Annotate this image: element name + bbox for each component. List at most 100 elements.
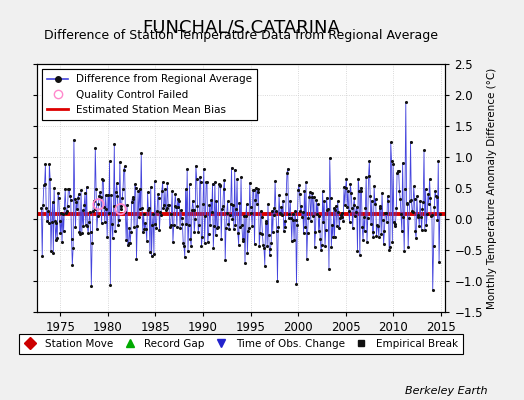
Point <box>272 228 281 234</box>
Point <box>276 210 284 216</box>
Point <box>243 201 251 208</box>
Point <box>80 202 89 208</box>
Point <box>215 181 223 188</box>
Point <box>227 164 236 171</box>
Point <box>275 192 283 198</box>
Point <box>102 192 110 199</box>
Point <box>50 185 58 192</box>
Point <box>229 202 237 208</box>
Point <box>294 187 302 193</box>
Point <box>136 185 144 192</box>
Point <box>134 188 142 194</box>
Point <box>88 240 96 246</box>
Point <box>291 208 299 214</box>
Point <box>293 222 301 228</box>
Point <box>37 204 46 211</box>
Point <box>54 195 63 202</box>
Point <box>209 244 217 251</box>
Point <box>274 278 282 284</box>
Point <box>305 194 313 200</box>
Point <box>213 225 222 231</box>
Point <box>95 192 103 199</box>
Point <box>156 209 165 216</box>
Point <box>224 220 233 227</box>
Point <box>296 208 304 214</box>
Point <box>368 229 377 235</box>
Point <box>244 227 253 234</box>
Point <box>108 235 117 241</box>
Point <box>286 197 294 204</box>
Point <box>91 145 100 152</box>
Point <box>184 248 192 254</box>
Point <box>285 211 293 218</box>
Point <box>165 202 173 208</box>
Point <box>248 223 256 229</box>
Point <box>194 229 202 236</box>
Point <box>312 196 321 203</box>
Point <box>121 209 129 215</box>
Point <box>242 213 250 219</box>
Point <box>392 205 400 212</box>
Point <box>288 211 297 218</box>
Point <box>270 212 278 218</box>
Point <box>231 166 239 173</box>
Point <box>374 223 383 229</box>
Point <box>398 228 406 234</box>
Point <box>309 212 318 219</box>
Point <box>121 163 129 170</box>
Point <box>338 210 346 216</box>
Point <box>243 250 252 256</box>
Point <box>238 222 246 228</box>
Point <box>370 183 378 190</box>
Point <box>329 234 337 241</box>
Point <box>172 203 180 210</box>
Point <box>233 176 241 183</box>
Point <box>223 198 232 204</box>
Point <box>256 230 264 236</box>
Point <box>93 226 101 232</box>
Point <box>327 244 335 250</box>
Point <box>51 237 60 243</box>
Point <box>41 161 50 168</box>
Point <box>317 247 325 254</box>
Point <box>380 228 389 234</box>
Point <box>429 287 437 293</box>
Point <box>135 214 143 220</box>
Point <box>211 179 219 185</box>
Point <box>299 209 307 215</box>
Point <box>185 181 194 188</box>
Point <box>101 219 109 226</box>
Point <box>237 174 245 181</box>
Point <box>220 177 228 183</box>
Point <box>117 202 126 209</box>
Point <box>350 202 358 208</box>
Point <box>369 234 377 240</box>
Point <box>265 252 274 258</box>
Point <box>340 184 348 191</box>
Point <box>367 221 375 228</box>
Point <box>308 194 316 201</box>
Point <box>38 253 47 259</box>
Point <box>245 224 253 231</box>
Point <box>166 222 174 228</box>
Point <box>373 222 381 228</box>
Point <box>257 214 266 220</box>
Point <box>277 211 285 218</box>
Point <box>173 196 182 202</box>
Point <box>56 230 64 237</box>
Point <box>376 203 384 209</box>
Point <box>182 221 191 228</box>
Point <box>83 223 92 229</box>
Point <box>132 184 140 191</box>
Point <box>331 207 340 213</box>
Point <box>61 186 69 192</box>
Point <box>261 220 270 226</box>
Point <box>291 217 300 224</box>
Point <box>204 239 212 246</box>
Point <box>259 242 267 249</box>
Point <box>180 243 188 250</box>
Point <box>313 211 321 218</box>
Point <box>344 188 352 194</box>
Point <box>210 223 219 230</box>
Point <box>414 212 423 218</box>
